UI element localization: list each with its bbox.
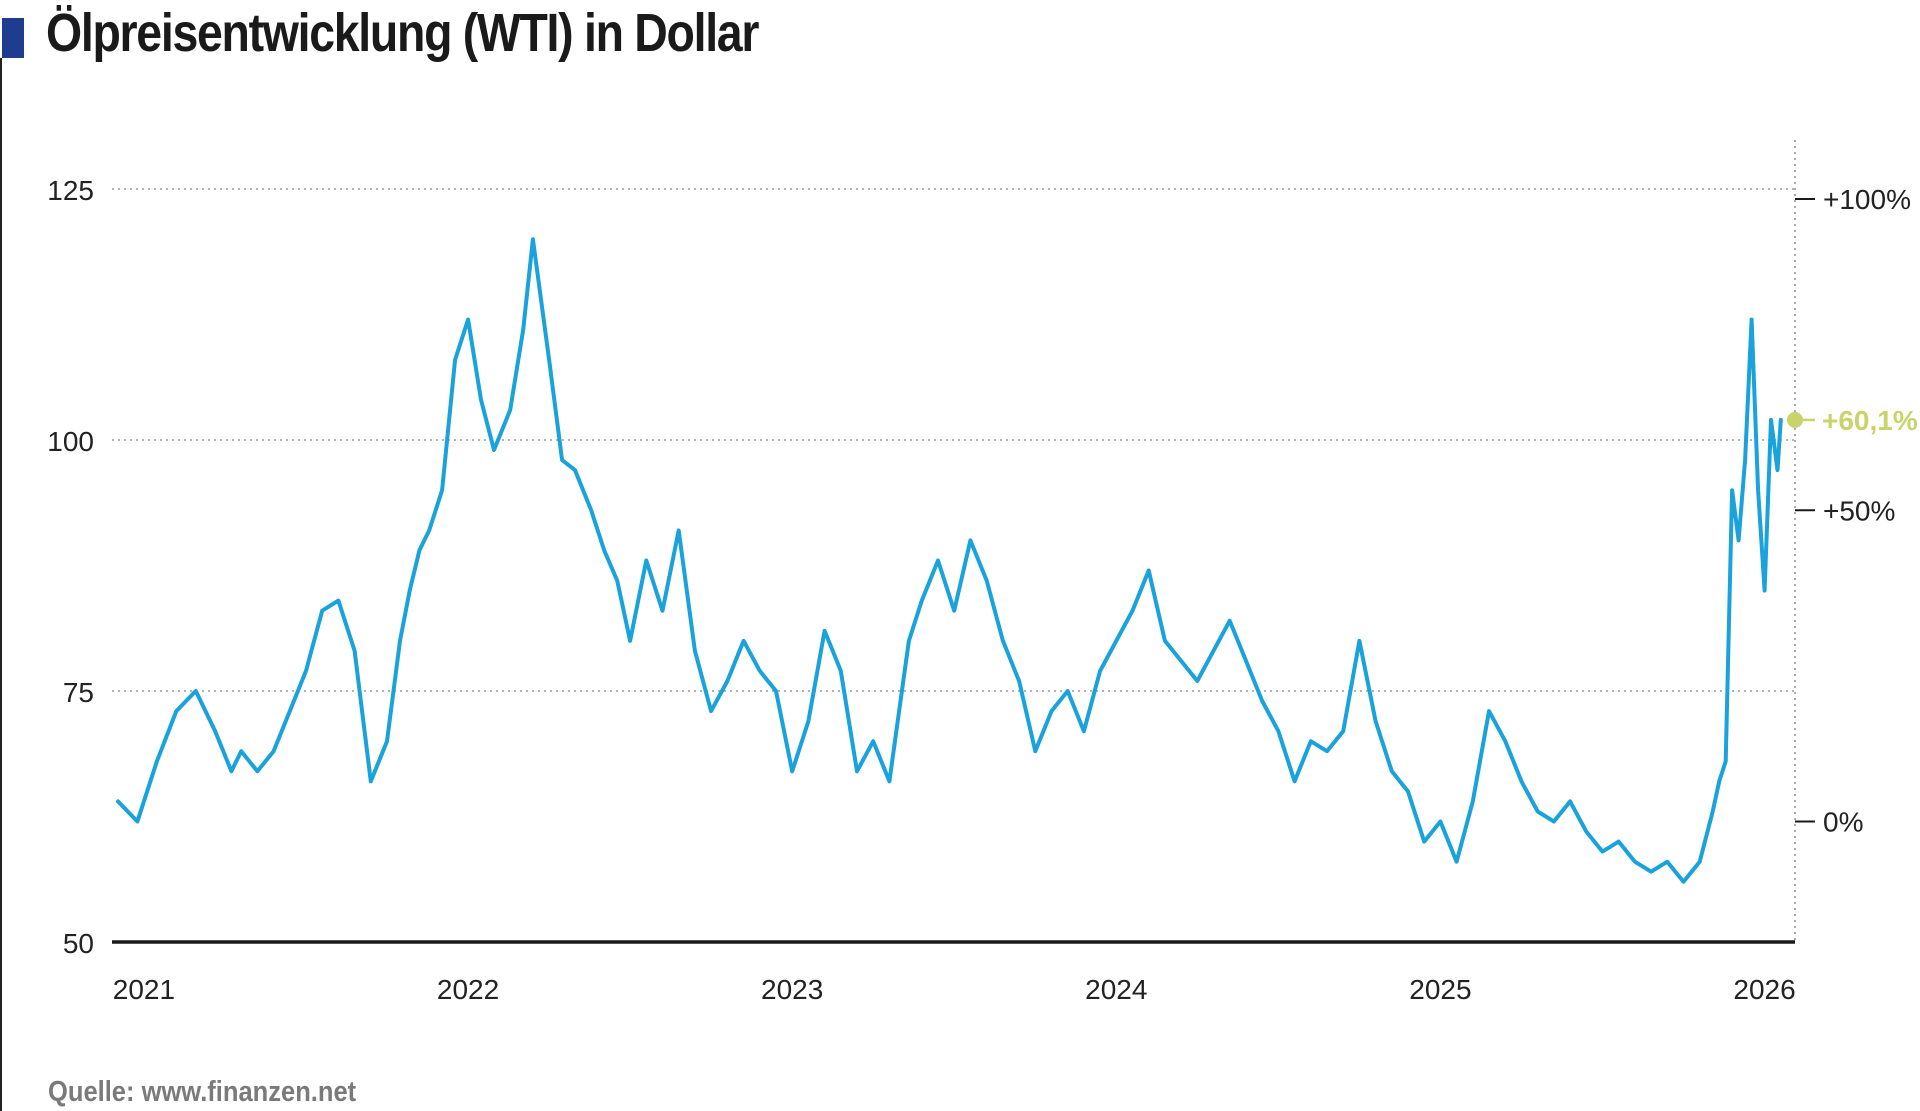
annotations: +60,1%	[1787, 405, 1918, 436]
end-marker-dot	[1787, 411, 1803, 428]
x-tick-label-2026: 2026	[1733, 974, 1795, 1005]
y-tick-label-125: 125	[47, 175, 94, 206]
x-tick-label-2025: 2025	[1409, 974, 1471, 1005]
end-annotation-label: +60,1%	[1822, 405, 1918, 436]
right-tick-label-100: +100%	[1823, 184, 1911, 215]
tick-labels: 50 75 100 125 +100% +50% 0% 2021 2022 2023 2024 202…	[47, 175, 1911, 1005]
x-tick-label-2023: 2023	[761, 974, 823, 1005]
title-marker	[2, 18, 24, 58]
gridlines	[112, 188, 1795, 692]
price-line	[116, 237, 1783, 884]
y-tick-label-50: 50	[63, 928, 94, 959]
x-tick-label-2021: 2021	[113, 974, 175, 1005]
source-note: Quelle: www.finanzen.net	[48, 1076, 357, 1108]
right-tick-label-0: 0%	[1823, 807, 1863, 838]
right-tick-label-50: +50%	[1823, 495, 1895, 526]
x-tick-label-2024: 2024	[1085, 974, 1147, 1005]
left-border-rule	[0, 58, 2, 1111]
y-tick-label-75: 75	[63, 677, 94, 708]
axes	[112, 140, 1815, 944]
series-layer	[116, 237, 1783, 884]
y-tick-label-100: 100	[47, 426, 94, 457]
x-tick-label-2022: 2022	[437, 974, 499, 1005]
chart-title: Ölpreisentwicklung (WTI) in Dollar	[46, 3, 759, 63]
